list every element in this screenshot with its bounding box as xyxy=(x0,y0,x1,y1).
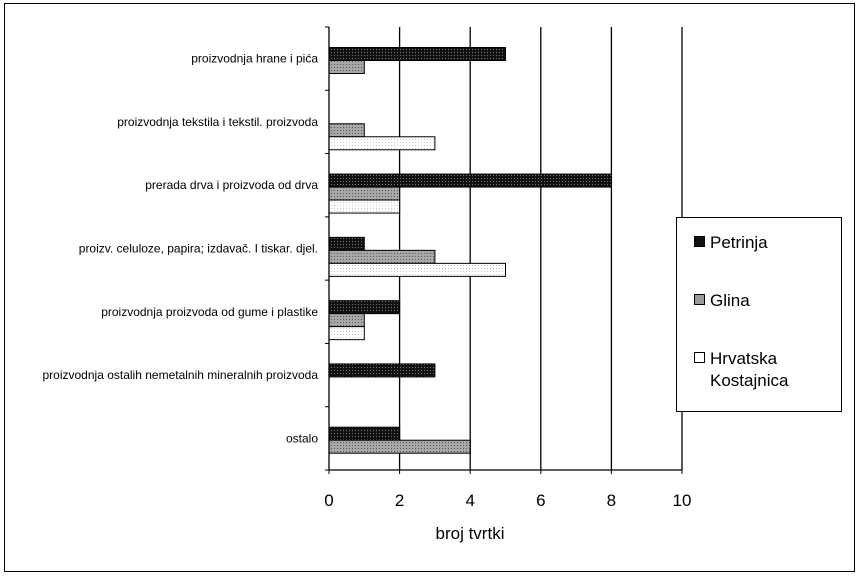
axes xyxy=(325,26,683,474)
gridlines xyxy=(398,27,683,470)
bar-petrinja xyxy=(328,236,365,251)
legend-label: Petrinja xyxy=(710,233,768,252)
x-tick-label: 8 xyxy=(607,491,616,510)
bar-glina xyxy=(328,60,365,74)
x-tick-label: 2 xyxy=(395,491,404,510)
bar-petrinja xyxy=(328,426,401,441)
category-label: ostalo xyxy=(286,431,318,445)
category-label: proizv. celuloze, papira; izdavač. I tis… xyxy=(79,242,318,256)
bar-hrvatska-kostajnica xyxy=(328,262,506,277)
bar-hrvatska-kostajnica xyxy=(328,326,365,341)
category-label: proizvodnja hrane i pića xyxy=(191,52,318,66)
legend-swatch xyxy=(694,236,705,247)
bar-petrinja xyxy=(328,300,401,315)
x-tick-label: 6 xyxy=(536,491,545,510)
bar-glina xyxy=(328,313,365,328)
bar-glina xyxy=(328,186,401,201)
bar-glina xyxy=(328,439,471,454)
legend-item-petrinja: Petrinja xyxy=(694,232,768,254)
bar-hrvatska-kostajnica xyxy=(328,199,401,214)
x-tick-label: 4 xyxy=(465,491,474,510)
x-tick-label: 0 xyxy=(324,491,333,510)
bar-petrinja xyxy=(328,47,506,61)
category-label: proizvodnja tekstila i tekstil. proizvod… xyxy=(117,115,318,129)
category-label: proizvodnja ostalih nemetalnih mineralni… xyxy=(43,368,319,382)
bars-group xyxy=(328,47,612,454)
legend-swatch xyxy=(694,294,705,305)
bar-hrvatska-kostajnica xyxy=(328,136,436,151)
x-axis-title: broj tvrtki xyxy=(436,524,505,543)
category-labels: proizvodnja hrane i pića proizvodnja teks… xyxy=(43,52,319,446)
category-label: prerada drva i proizvoda od drva xyxy=(145,178,318,192)
bar-petrinja xyxy=(328,173,612,188)
legend-item-hrvatska-kostajnica: Hrvatska Kostajnica xyxy=(694,348,788,392)
legend-swatch xyxy=(694,352,705,363)
category-label: proizvodnja proizvoda od gume i plastike xyxy=(101,305,318,319)
bar-glina xyxy=(328,249,436,264)
x-tick-labels: 0 2 4 6 8 10 xyxy=(324,491,691,510)
legend: Petrinja Glina Hrvatska Kostajnica xyxy=(676,217,842,412)
bar-petrinja xyxy=(328,363,436,378)
legend-label: Glina xyxy=(710,291,750,310)
x-tick-label: 10 xyxy=(673,491,692,510)
legend-item-glina: Glina xyxy=(694,290,750,312)
bar-glina xyxy=(328,123,365,138)
legend-label: Hrvatska Kostajnica xyxy=(710,349,789,390)
